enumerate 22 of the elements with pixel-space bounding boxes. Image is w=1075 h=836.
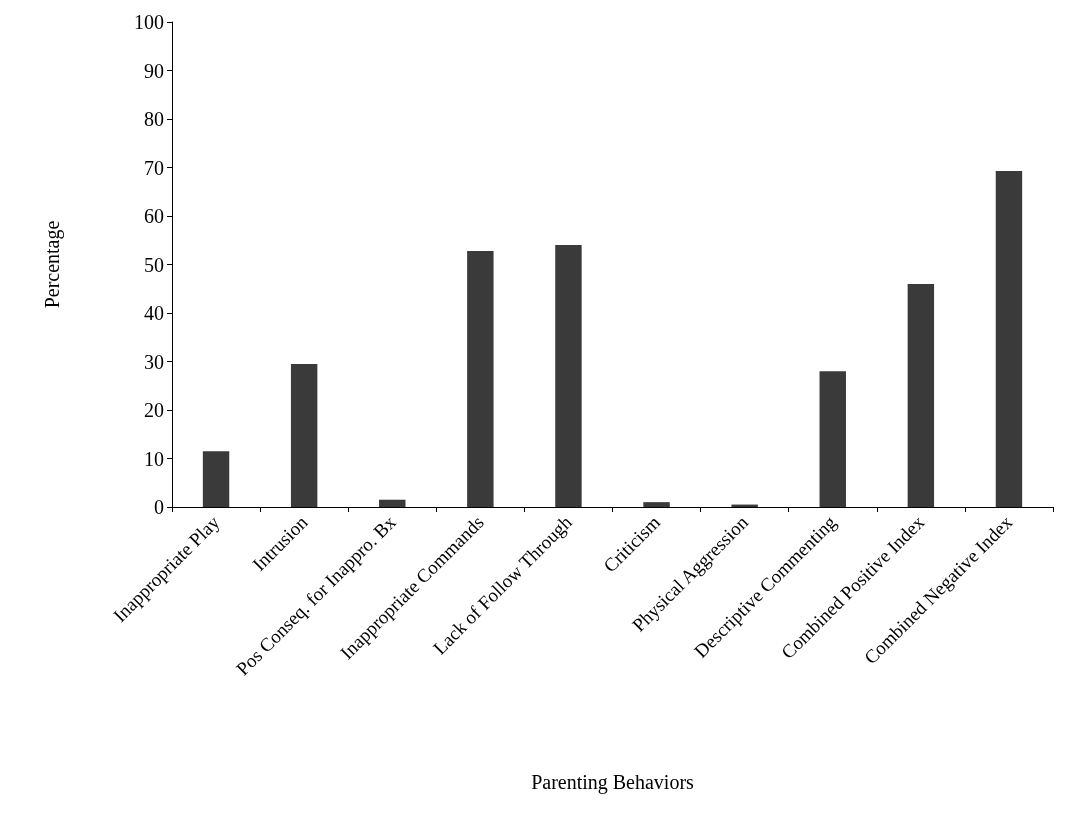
bar	[995, 170, 1023, 507]
bar	[290, 363, 318, 507]
bar	[555, 245, 582, 507]
x-axis-title: Parenting Behaviors	[531, 771, 695, 794]
bar	[467, 250, 494, 507]
y-tick-label: 10	[144, 447, 164, 470]
y-tick-label: 40	[144, 302, 164, 324]
y-axis-title: Percentage	[41, 220, 64, 309]
y-tick-label: 60	[144, 205, 164, 227]
bar	[202, 451, 230, 507]
y-tick-label: 80	[144, 108, 164, 130]
bar	[819, 371, 846, 507]
y-tick-label: 30	[144, 350, 164, 373]
y-tick-label: 90	[144, 59, 164, 82]
y-tick-label: 50	[144, 253, 164, 276]
y-tick-label: 100	[134, 11, 164, 33]
y-tick-label: 70	[144, 156, 164, 179]
y-tick-label: 0	[154, 496, 164, 518]
bar	[379, 499, 406, 507]
y-tick-label: 20	[144, 399, 164, 421]
bar	[907, 283, 935, 507]
bar	[643, 502, 670, 507]
